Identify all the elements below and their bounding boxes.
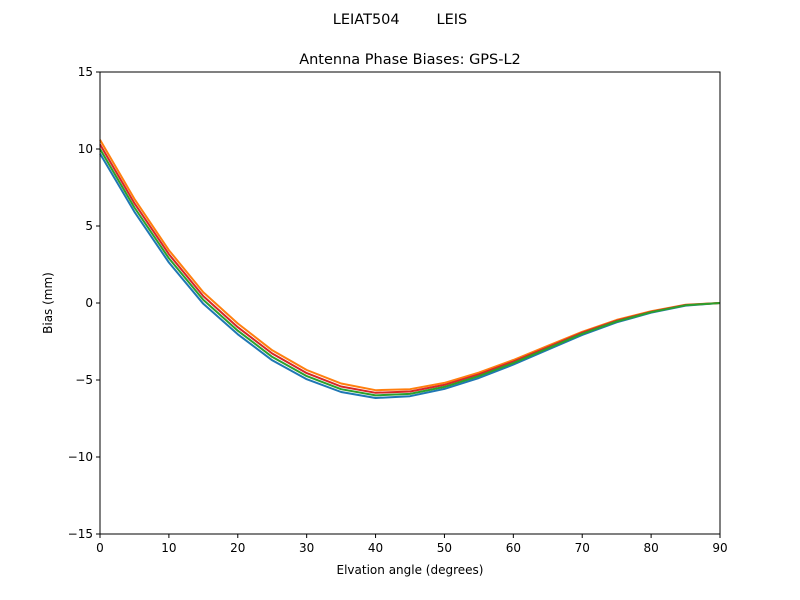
x-tick-label: 20	[230, 541, 245, 555]
y-axis: 15 10 5 0 −5 −10 −15	[68, 65, 100, 541]
x-tick-label: 40	[368, 541, 383, 555]
x-tick-label: 0	[96, 541, 104, 555]
y-tick-label: 5	[85, 219, 93, 233]
plot-frame	[99, 71, 721, 535]
chart-suptitle: LEIAT504 LEIS	[333, 12, 467, 28]
y-axis-label: Bias (mm)	[41, 272, 55, 334]
x-tick-label: 90	[712, 541, 727, 555]
x-axis: 0 10 20 30 40 50 60 70 80 90	[96, 534, 728, 555]
x-tick-label: 80	[643, 541, 658, 555]
y-tick-label: 0	[85, 296, 93, 310]
series-line-1	[99, 139, 721, 392]
chart-title: Antenna Phase Biases: GPS-L2	[299, 52, 521, 68]
series-line-3	[99, 148, 721, 397]
x-tick-label: 50	[437, 541, 452, 555]
x-tick-label: 60	[506, 541, 521, 555]
x-tick-label: 30	[299, 541, 314, 555]
series-line-0	[99, 153, 721, 399]
series-line-2	[99, 143, 721, 394]
y-tick-label: −5	[75, 373, 93, 387]
series-layer	[99, 139, 721, 399]
y-tick-label: −10	[68, 450, 93, 464]
y-tick-label: −15	[68, 527, 93, 541]
y-tick-label: 15	[78, 65, 93, 79]
x-tick-label: 70	[575, 541, 590, 555]
x-tick-label: 10	[161, 541, 176, 555]
y-tick-label: 10	[78, 142, 93, 156]
x-axis-label: Elvation angle (degrees)	[337, 563, 484, 577]
